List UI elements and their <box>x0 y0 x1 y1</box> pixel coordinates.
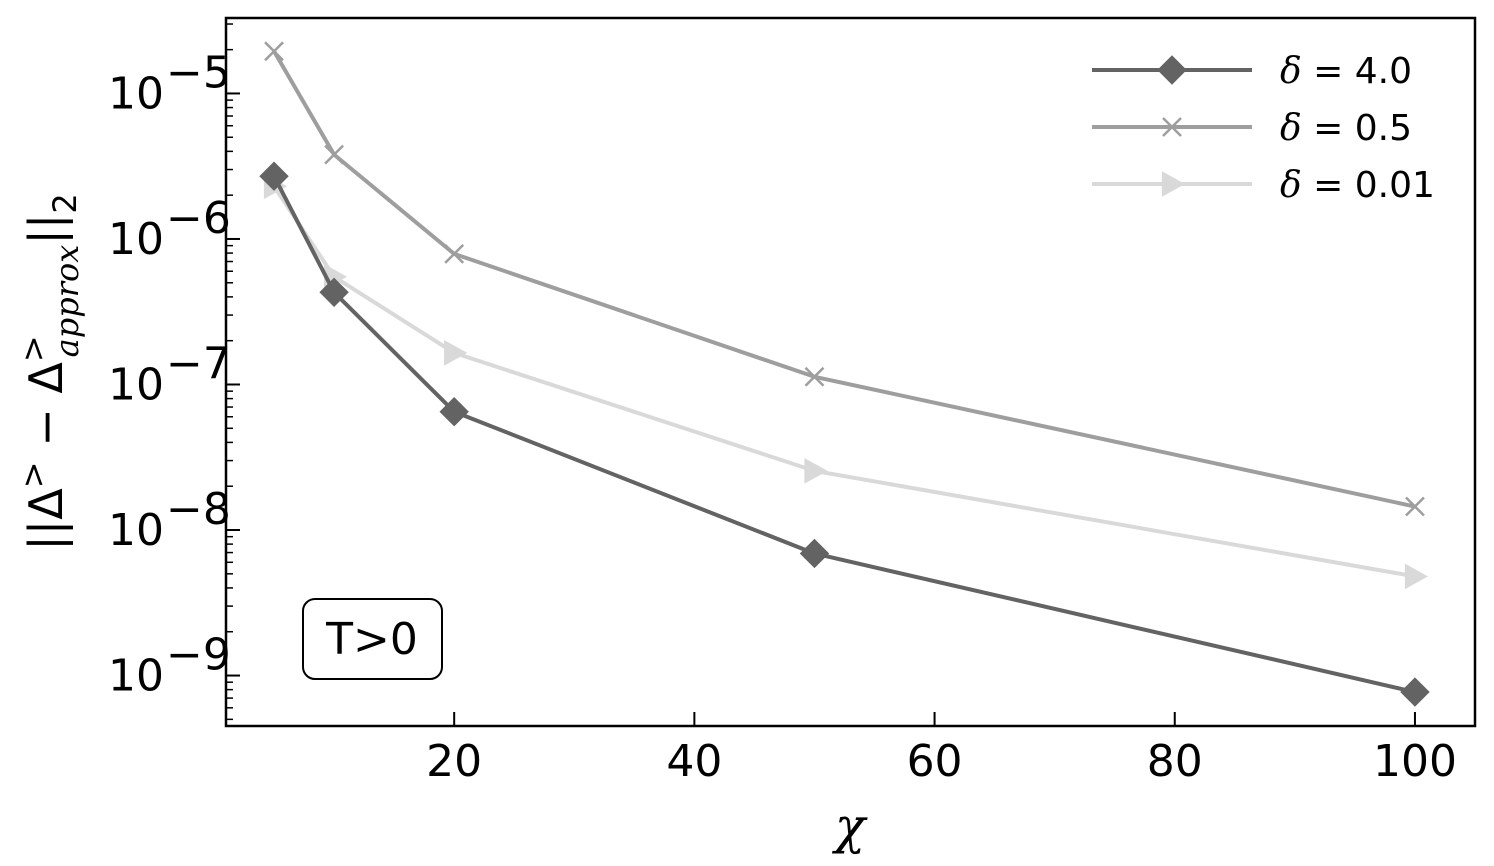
x-tick-label: 40 <box>666 736 722 787</box>
legend-label: δ = 4.0 <box>1280 51 1412 92</box>
x-marker <box>804 366 825 387</box>
x-tick-label: 100 <box>1373 736 1457 787</box>
y-tick-exponent: −8 <box>166 484 231 535</box>
series-line <box>272 50 1416 509</box>
x-tick-label: 80 <box>1147 736 1203 787</box>
diamond-marker <box>319 277 349 308</box>
y-tick-label: 10 <box>108 214 164 265</box>
diamond-marker <box>799 538 830 569</box>
axis-labels: χ ||Δ> − Δ>approx||2 <box>14 193 868 855</box>
diamond-marker <box>259 161 289 191</box>
diamond-marker <box>1157 55 1187 85</box>
legend-label: δ = 0.01 <box>1280 165 1435 206</box>
x-marker-stroke <box>1405 496 1425 517</box>
y-tick-exponent: −5 <box>166 47 231 98</box>
x-marker-stroke <box>264 41 284 62</box>
triangle-marker <box>1404 563 1428 590</box>
y-axis-label: ||Δ> − Δ>approx||2 <box>14 193 86 550</box>
x-marker <box>324 144 344 165</box>
x-axis-label: χ <box>832 797 868 855</box>
triangle-marker <box>804 458 828 484</box>
legend-label: δ = 0.5 <box>1280 108 1412 149</box>
annotation-frame <box>302 598 443 680</box>
triangle-marker <box>1161 171 1186 197</box>
x-marker-stroke <box>1162 117 1182 137</box>
plot-frame <box>224 16 1477 728</box>
series-line <box>272 175 1416 695</box>
legend: δ = 4.0 δ = 0.5 δ = 0.01 <box>1092 51 1435 206</box>
y-tick-exponent: −7 <box>166 338 231 389</box>
y-tick-label: 10 <box>108 68 164 119</box>
y-tick-exponent: −9 <box>166 630 231 681</box>
y-tick-exponent: −6 <box>166 193 231 244</box>
series-layer <box>259 41 1430 707</box>
x-tick-label: 60 <box>907 736 963 787</box>
y-tick-label: 10 <box>108 505 164 556</box>
series-group <box>259 161 1430 707</box>
triangle-marker <box>444 339 468 366</box>
legend-entry: δ = 0.5 <box>1092 108 1412 149</box>
legend-entry: δ = 0.01 <box>1092 165 1435 206</box>
annotation-box: T>0 <box>302 598 443 680</box>
series-group <box>264 41 1425 517</box>
diamond-marker <box>1400 677 1430 707</box>
x-marker <box>1405 496 1425 517</box>
x-marker <box>1162 117 1182 137</box>
x-tick-label: 20 <box>426 736 482 787</box>
x-marker-stroke <box>324 144 344 165</box>
series-group <box>263 173 1428 590</box>
legend-entry: δ = 4.0 <box>1092 51 1412 92</box>
x-marker <box>444 243 465 264</box>
annotation-text: T>0 <box>325 614 418 665</box>
diamond-marker <box>439 397 469 427</box>
y-tick-label: 10 <box>108 651 164 702</box>
y-tick-label: 10 <box>108 359 164 410</box>
x-marker <box>264 41 284 62</box>
x-marker-stroke <box>444 243 465 264</box>
x-marker-stroke <box>804 366 825 387</box>
